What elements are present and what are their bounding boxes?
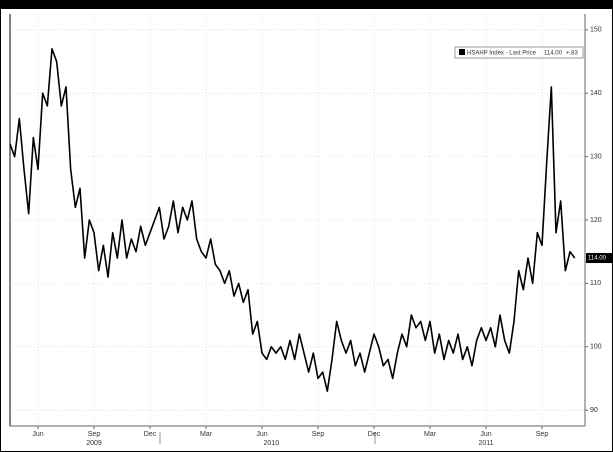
year-label: 2009 bbox=[86, 440, 102, 447]
legend-change: +.83 bbox=[566, 51, 579, 57]
year-label: 2010 bbox=[264, 440, 280, 447]
x-tick-label: Mar bbox=[424, 431, 437, 438]
year-label: 2011 bbox=[478, 440, 493, 447]
last-price-label: 114.00 bbox=[588, 256, 607, 262]
y-tick-label: 130 bbox=[590, 153, 602, 160]
x-tick-label: Sep bbox=[536, 431, 549, 438]
price-line bbox=[9, 48, 576, 392]
legend-price: 114.00 bbox=[544, 51, 563, 57]
x-tick-label: Mar bbox=[200, 431, 213, 438]
y-tick-label: 110 bbox=[590, 280, 601, 287]
y-tick-label: 90 bbox=[590, 407, 598, 414]
x-tick-label: Sep bbox=[312, 431, 325, 438]
x-tick-label: Jun bbox=[256, 431, 267, 438]
legend: HSAHP Index - Last Price 114.00 +.83 bbox=[454, 46, 584, 59]
y-tick-label: 100 bbox=[590, 344, 602, 351]
y-tick-label: 150 bbox=[590, 27, 602, 34]
x-tick-label: Dec bbox=[144, 431, 157, 438]
x-tick-label: Sep bbox=[88, 431, 101, 438]
last-price-tag bbox=[586, 253, 612, 264]
y-tick-label: 140 bbox=[590, 90, 602, 97]
legend-label: HSAHP Index - Last Price bbox=[467, 51, 537, 57]
x-tick-label: Jun bbox=[32, 431, 43, 438]
x-tick-label: Jun bbox=[480, 431, 491, 438]
top-bar bbox=[0, 0, 613, 9]
legend-box bbox=[454, 46, 584, 59]
legend-swatch bbox=[459, 49, 465, 55]
x-tick-label: Dec bbox=[368, 431, 381, 438]
y-tick-label: 120 bbox=[590, 217, 602, 224]
